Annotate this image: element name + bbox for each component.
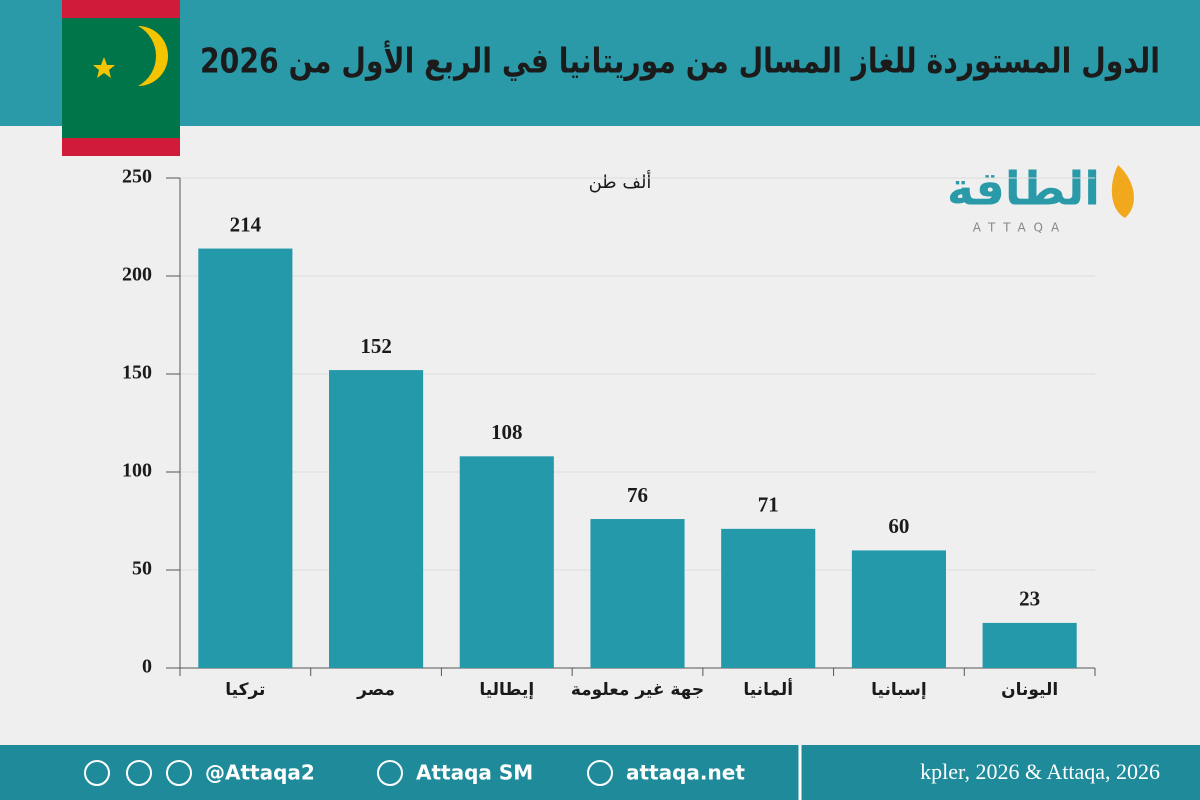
bar: [590, 519, 685, 668]
y-tick-label: 100: [122, 460, 152, 482]
value-label: 60: [888, 514, 909, 538]
flag: [62, 0, 180, 156]
bar: [982, 622, 1077, 668]
social-icons: [84, 760, 613, 786]
bar: [851, 550, 946, 668]
value-label: 76: [627, 483, 648, 507]
bar: [329, 370, 424, 668]
bar: [198, 248, 293, 668]
footer-band: [0, 745, 1200, 800]
y-tick-label: 250: [122, 166, 152, 188]
footer-handle: attaqa.net: [626, 761, 745, 785]
y-tick-label: 0: [142, 656, 152, 678]
x-tick-label: اليونان: [1001, 680, 1058, 700]
header-band: [0, 0, 1200, 126]
source: kpler, 2026 & Attaqa, 2026: [920, 759, 1160, 784]
bar: [459, 456, 554, 668]
value-label: 108: [491, 420, 523, 444]
y-tick-label: 50: [132, 558, 152, 580]
plot: 0 50 100 150 200 250 تركيا 214 مصر 152 إيطاليا 108 ج…: [122, 166, 1096, 700]
logo-latin: ATTAQA: [973, 221, 1067, 235]
logo: الطاقة ATTAQA: [947, 162, 1134, 235]
x-tick-label: مصر: [356, 680, 395, 700]
value-label: 214: [230, 212, 262, 236]
y-tick-label: 150: [122, 362, 152, 384]
x-tick-label: جهة غير معلومة: [571, 680, 704, 700]
title: الدول المستوردة للغاز المسال من موريتاني…: [200, 40, 1160, 82]
logo-arabic: الطاقة: [947, 162, 1100, 216]
x-tick-label: تركيا: [225, 680, 265, 700]
bar: [721, 528, 816, 668]
unit-label: ألف طن: [589, 170, 652, 193]
footer-handle: Attaqa SM: [416, 761, 533, 785]
value-label: 152: [360, 334, 392, 358]
y-tick-label: 200: [122, 264, 152, 286]
x-tick-label: إسبانيا: [871, 680, 927, 700]
logo-drop: [1111, 165, 1134, 218]
x-tick-label: ألمانيا: [743, 678, 793, 700]
x-tick-label: إيطاليا: [479, 680, 534, 700]
value-label: 23: [1019, 587, 1040, 611]
value-label: 71: [758, 493, 779, 517]
footer-handle: @Attaqa2: [205, 761, 315, 785]
